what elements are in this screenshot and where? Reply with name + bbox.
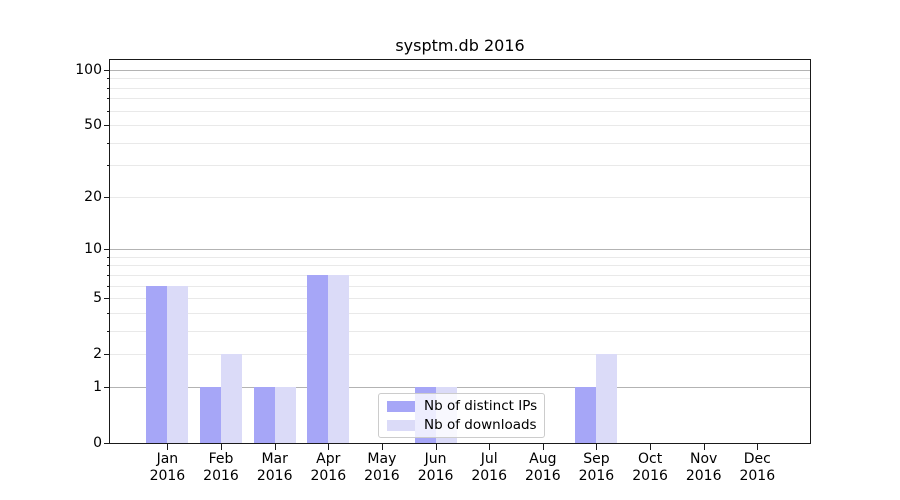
gridline-minor-70 (110, 98, 810, 100)
y-tick-5 (104, 298, 110, 300)
y-minor-tick-3 (107, 330, 110, 332)
x-tick-oct (650, 444, 652, 450)
gridline-minor-6 (110, 285, 810, 287)
x-tick-label-jul: Jul 2016 (471, 451, 507, 484)
gridline-minor-50 (110, 125, 810, 126)
y-minor-tick-8 (107, 265, 110, 267)
x-tick-label-sep: Sep 2016 (578, 451, 615, 484)
bar-nb-of-downloads-feb (221, 354, 242, 443)
gridline-minor-8 (110, 265, 810, 267)
gridline-minor-80 (110, 87, 810, 89)
y-minor-tick-30 (107, 165, 110, 167)
bar-nb-of-downloads-jan (167, 285, 189, 443)
bar-nb-of-distinct-ips-jan (146, 285, 168, 443)
x-tick-nov (703, 444, 705, 450)
legend-swatch-downloads (387, 419, 415, 431)
legend-item-downloads: Nb of downloads (387, 417, 537, 433)
x-tick-sep (596, 444, 598, 450)
x-tick-label-apr: Apr 2016 (310, 451, 347, 484)
legend-label-distinct-ips: Nb of distinct IPs (424, 398, 538, 414)
gridline-minor-4 (110, 312, 810, 314)
y-tick-20 (104, 196, 110, 198)
y-tick-label-50: 50 (84, 117, 102, 133)
x-tick-aug (542, 444, 544, 450)
y-tick-50 (104, 125, 110, 126)
gridline-minor-20 (110, 196, 810, 198)
x-tick-label-feb: Feb 2016 (203, 451, 239, 484)
bar-nb-of-downloads-sep (596, 354, 618, 443)
y-tick-label-0: 0 (93, 435, 102, 451)
chart-title: sysptm.db 2016 (395, 36, 525, 55)
gridline-major-1 (110, 386, 810, 388)
y-minor-tick-40 (107, 142, 110, 144)
gridline-minor-2 (110, 354, 810, 356)
legend-label-downloads: Nb of downloads (424, 417, 537, 433)
legend-item-distinct-ips: Nb of distinct IPs (387, 398, 538, 414)
x-tick-label-aug: Aug 2016 (524, 451, 561, 484)
y-tick-label-5: 5 (93, 290, 102, 307)
y-minor-tick-4 (107, 312, 110, 314)
x-tick-label-jun: Jun 2016 (417, 451, 454, 484)
x-tick-label-may: May 2016 (364, 451, 400, 484)
y-tick-10 (104, 249, 110, 251)
gridline-minor-5 (110, 298, 810, 300)
bar-nb-of-downloads-mar (274, 386, 296, 443)
gridline-minor-30 (110, 165, 810, 167)
x-tick-jun (435, 444, 437, 450)
x-tick-feb (221, 444, 222, 450)
x-tick-label-mar: Mar 2016 (256, 451, 293, 484)
y-tick-2 (104, 354, 110, 356)
y-minor-tick-9 (107, 256, 110, 258)
bar-nb-of-distinct-ips-feb (200, 386, 221, 443)
x-tick-label-dec: Dec 2016 (739, 451, 776, 484)
y-minor-tick-6 (107, 285, 110, 287)
y-tick-label-10: 10 (84, 241, 102, 258)
y-minor-tick-70 (107, 98, 110, 100)
gridline-minor-90 (110, 78, 810, 80)
x-tick-jan (167, 444, 169, 450)
y-tick-label-100: 100 (75, 61, 102, 78)
bar-nb-of-downloads-apr (328, 274, 350, 443)
gridline-minor-7 (110, 274, 810, 276)
gridline-major-100 (110, 69, 810, 71)
y-tick-1 (104, 386, 110, 388)
bar-nb-of-distinct-ips-apr (307, 274, 329, 443)
gridline-major-10 (110, 249, 810, 251)
y-minor-tick-80 (107, 87, 110, 89)
y-tick-label-20: 20 (84, 188, 102, 205)
x-tick-apr (328, 444, 330, 450)
x-tick-mar (274, 444, 276, 450)
y-tick-label-1: 1 (93, 378, 102, 395)
gridline-minor-40 (110, 142, 810, 144)
x-tick-may (381, 444, 383, 450)
y-minor-tick-90 (107, 78, 110, 80)
gridline-minor-60 (110, 110, 810, 112)
x-tick-dec (757, 444, 759, 450)
legend: Nb of distinct IPs Nb of downloads (378, 393, 545, 438)
y-minor-tick-7 (107, 274, 110, 276)
y-minor-tick-60 (107, 110, 110, 112)
bar-nb-of-distinct-ips-sep (575, 386, 597, 443)
legend-swatch-distinct-ips (387, 400, 415, 412)
y-tick-label-2: 2 (93, 346, 102, 363)
x-tick-jul (489, 444, 491, 450)
plot-area (109, 59, 811, 444)
bar-nb-of-distinct-ips-mar (253, 386, 275, 443)
x-tick-label-oct: Oct 2016 (632, 451, 668, 484)
gridline-minor-9 (110, 256, 810, 258)
x-tick-label-jan: Jan 2016 (149, 451, 186, 484)
gridline-minor-3 (110, 330, 810, 332)
y-tick-100 (104, 69, 110, 71)
x-tick-label-nov: Nov 2016 (685, 451, 722, 484)
y-tick-0 (104, 443, 110, 444)
